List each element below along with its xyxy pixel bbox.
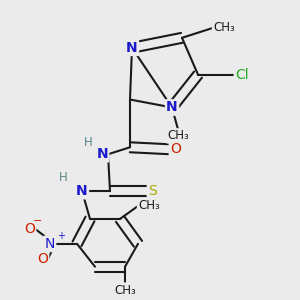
Text: CH₃: CH₃ bbox=[138, 200, 160, 212]
Text: Cl: Cl bbox=[235, 68, 249, 82]
Text: O: O bbox=[37, 252, 48, 266]
Text: N: N bbox=[45, 237, 55, 251]
Text: CH₃: CH₃ bbox=[213, 21, 235, 34]
Text: +: + bbox=[57, 231, 65, 241]
Text: CH₃: CH₃ bbox=[167, 129, 189, 142]
Text: −: − bbox=[33, 216, 42, 226]
Text: O: O bbox=[170, 142, 181, 156]
Text: N: N bbox=[166, 100, 178, 115]
Text: S: S bbox=[148, 184, 157, 198]
Text: N: N bbox=[126, 41, 138, 55]
Text: N: N bbox=[96, 147, 108, 161]
Text: O: O bbox=[24, 222, 35, 236]
Text: CH₃: CH₃ bbox=[114, 284, 136, 297]
Text: H: H bbox=[84, 136, 93, 149]
Text: N: N bbox=[76, 184, 88, 198]
Text: H: H bbox=[59, 171, 68, 184]
